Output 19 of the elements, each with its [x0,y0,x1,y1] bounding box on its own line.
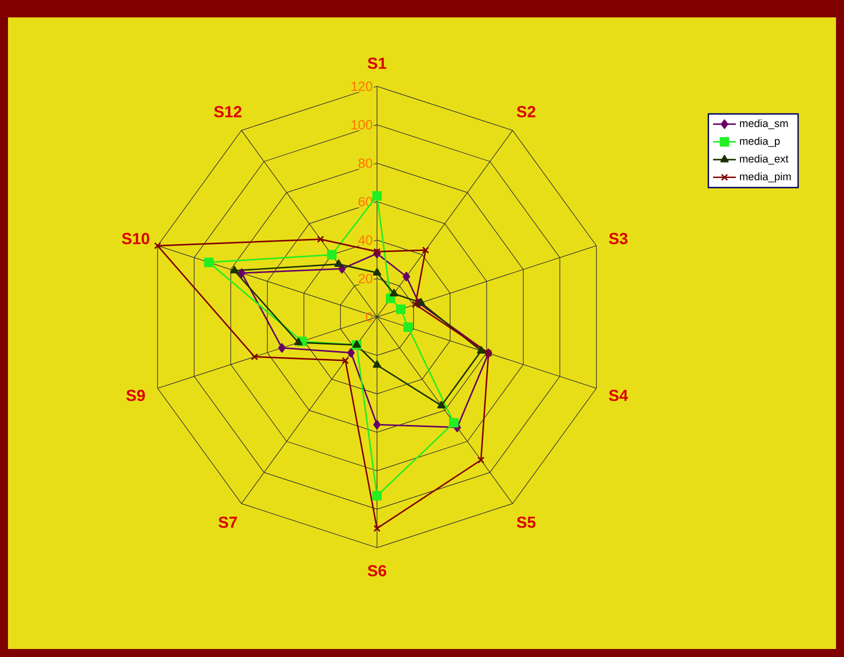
legend-label: media_pim [740,172,791,182]
spoke-label: S1 [368,58,386,69]
spoke-label: S2 [516,106,536,118]
legend-label: media_sm [740,119,788,130]
y-tick-label: 20 [358,274,372,284]
spoke-label: S12 [214,106,242,118]
spoke-label: S10 [122,232,150,244]
legend-label: media_p [740,136,780,147]
spoke-label: S5 [516,516,536,528]
y-tick-label: 100 [352,120,372,130]
spoke-label: S7 [218,516,237,528]
spoke-label: S6 [368,565,386,576]
legend-label: media_ext [740,154,788,165]
y-tick-label: 40 [358,235,372,245]
y-tick-label: 80 [358,158,372,168]
spoke-label: S3 [608,232,628,244]
spoke-label: S4 [608,390,628,402]
y-tick-label: 120 [352,82,372,92]
spoke-label: S9 [126,390,145,402]
